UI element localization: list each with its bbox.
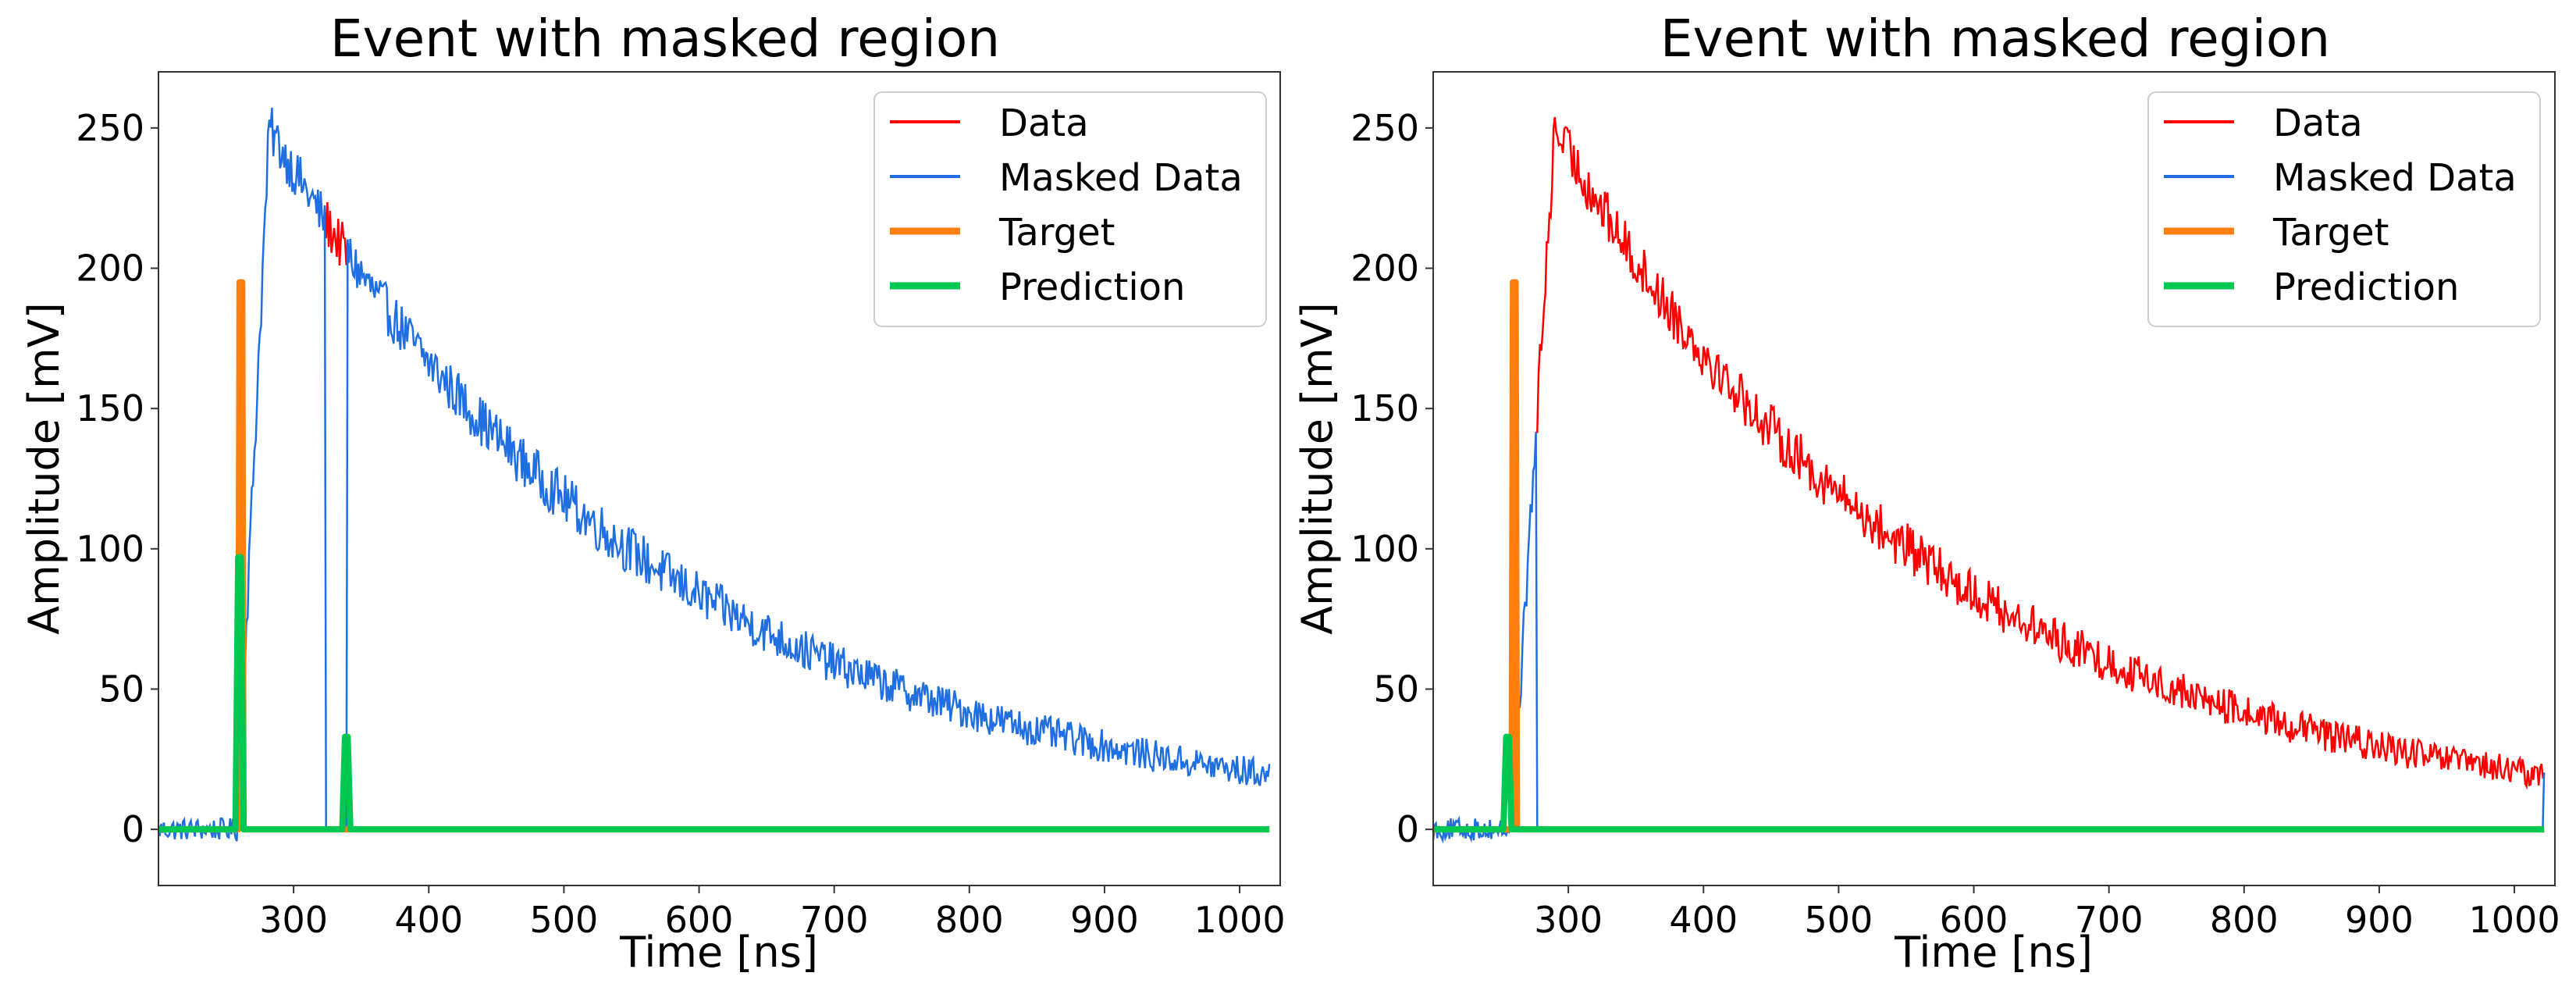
series-data-line [323, 201, 349, 265]
x-tick-label: 300 [1534, 899, 1603, 941]
x-axis-label: Time [ns] [1894, 928, 2093, 977]
legend-label-data: Data [2273, 102, 2363, 145]
legend-label-target: Target [2272, 211, 2389, 255]
y-tick-label: 50 [98, 668, 144, 710]
x-tick-label: 300 [259, 899, 328, 941]
x-tick-label: 700 [2075, 899, 2144, 941]
chart-panel-left: Event with masked region Amplitude [mV] … [20, 9, 1286, 977]
x-tick-label: 700 [800, 899, 869, 941]
y-tick-label: 100 [1350, 528, 1419, 570]
chart-title: Event with masked region [330, 9, 1000, 69]
chart-panel-right: Event with masked region Amplitude [mV] … [1293, 9, 2560, 977]
y-tick-label: 0 [122, 808, 144, 850]
legend-label-masked: Masked Data [2273, 156, 2517, 200]
y-tick-label: 0 [1397, 808, 1419, 850]
series-masked-data-line [1432, 432, 2546, 844]
series-prediction-line [158, 554, 1270, 833]
x-tick-label: 900 [2345, 899, 2414, 941]
x-tick-label: 800 [935, 899, 1004, 941]
x-tick-label: 1000 [1194, 899, 1286, 941]
legend-box [2147, 91, 2541, 327]
axes-frame [1432, 71, 2556, 886]
legend-label-masked: Masked Data [999, 156, 1243, 200]
y-tick-label: 50 [1373, 668, 1419, 710]
y-axis-label: Amplitude [mV] [1293, 302, 1342, 635]
y-tick-label: 250 [76, 107, 144, 149]
y-tick-label: 150 [76, 387, 144, 429]
axes-frame [158, 71, 1281, 886]
x-tick-label: 500 [529, 899, 598, 941]
x-tick-label: 1000 [2469, 899, 2560, 941]
legend: Data Masked Data Target Prediction [2147, 91, 2541, 327]
chart-title: Event with masked region [1660, 9, 2330, 69]
x-tick-label: 600 [665, 899, 734, 941]
x-tick-label: 900 [1070, 899, 1139, 941]
y-tick-label: 250 [1350, 107, 1419, 149]
series-data-line [1535, 116, 2546, 790]
y-tick-label: 200 [76, 248, 144, 290]
legend-label-data: Data [999, 102, 1089, 145]
x-axis-label: Time [ns] [619, 928, 818, 977]
x-tick-label: 600 [1940, 899, 2008, 941]
x-tick-label: 400 [394, 899, 463, 941]
y-axis-label: Amplitude [mV] [20, 302, 69, 635]
legend-box [873, 91, 1267, 327]
y-tick-label: 200 [1350, 248, 1419, 290]
series-prediction-line [1433, 733, 2545, 833]
legend-label-prediction: Prediction [2273, 265, 2459, 309]
legend-label-target: Target [998, 211, 1115, 255]
x-tick-label: 800 [2210, 899, 2279, 941]
x-tick-label: 500 [1804, 899, 1873, 941]
legend: Data Masked Data Target Prediction [873, 91, 1267, 327]
legend-label-prediction: Prediction [999, 265, 1185, 309]
x-tick-label: 400 [1669, 899, 1738, 941]
y-tick-label: 100 [76, 528, 144, 570]
y-tick-label: 150 [1350, 387, 1419, 429]
